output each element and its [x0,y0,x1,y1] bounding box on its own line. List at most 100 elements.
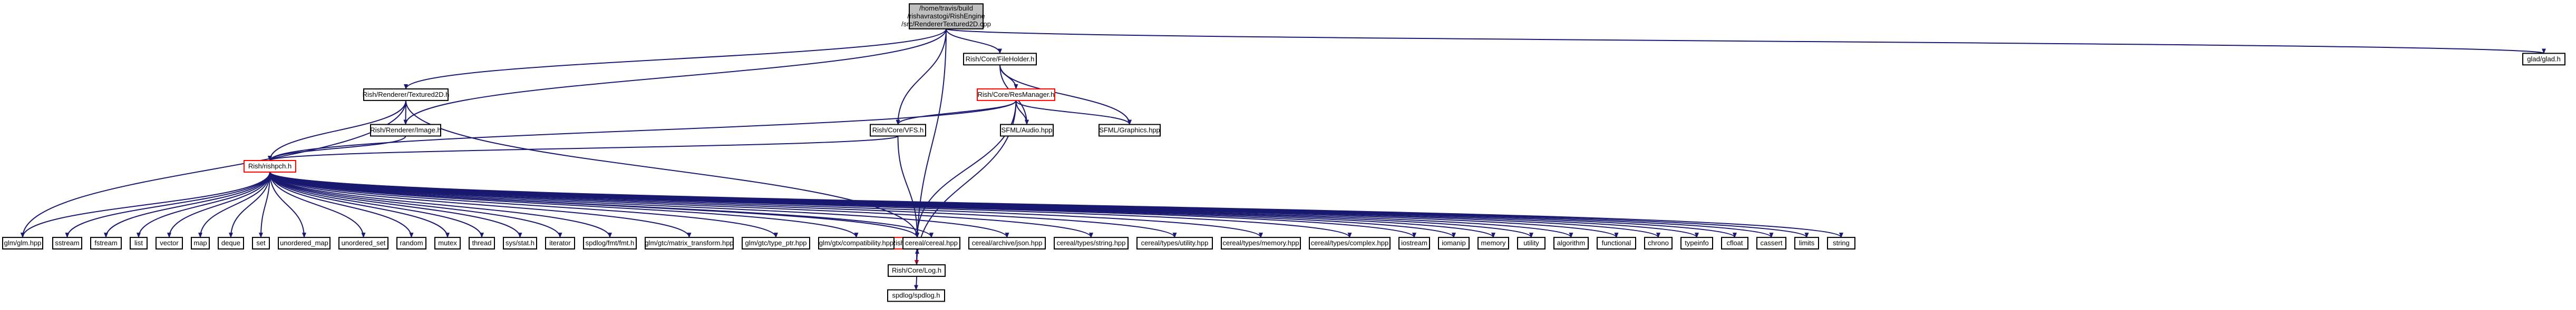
edge-rishpch-to-map [198,172,270,238]
node-box [1136,237,1213,250]
node-limits[interactable]: limits [1794,237,1819,250]
node-box [887,289,945,302]
node-label: spdlog/fmt/fmt.h [586,239,634,247]
node-box [1054,237,1129,250]
node-label: glad/glad.h [2527,55,2561,63]
node-sfaudio[interactable]: SFML/Audio.hpp [1000,124,1054,137]
node-iomanip[interactable]: iomanip [1438,237,1470,250]
node-mutex[interactable]: mutex [434,237,461,250]
node-resmgr[interactable]: Rish/Core/ResManager.h [977,88,1055,101]
node-memory[interactable]: memory [1477,237,1509,250]
node-root[interactable]: /home/travis/build/rishavrastogi/RishEng… [901,3,991,29]
node-unordered_map[interactable]: unordered_map [278,237,330,250]
node-json[interactable]: cereal/archive/json.hpp [968,237,1046,250]
node-fstream[interactable]: fstream [90,237,122,250]
node-box [1680,237,1713,250]
node-sstream[interactable]: sstream [52,237,82,250]
edge-vfs-to-core [897,136,919,238]
node-thread[interactable]: thread [469,237,495,250]
node-string[interactable]: string [1827,237,1855,250]
edge-root-to-vfs [896,28,947,125]
node-image[interactable]: Rish/Renderer/Image.h [370,124,441,137]
node-box [278,237,330,250]
node-map[interactable]: map [191,237,210,250]
node-label: vector [160,239,179,247]
node-log[interactable]: Rish/Core/Log.h [888,264,946,277]
node-label: Rish/Core/FileHolder.h [966,55,1035,63]
node-deque[interactable]: deque [218,237,244,250]
node-label: cereal/types/utility.hpp [1141,239,1209,247]
node-label: glm/glm.hpp [4,239,42,247]
node-label: Rish/Renderer/Image.h [370,126,441,134]
node-label: cereal/types/memory.hpp [1223,239,1299,247]
node-fmt[interactable]: spdlog/fmt/fmt.h [583,237,637,250]
node-list[interactable]: list [130,237,148,250]
node-box [252,237,270,250]
node-set[interactable]: set [252,237,270,250]
node-box [370,124,441,137]
node-box [963,53,1037,66]
node-label: utility [1523,239,1539,247]
node-ctmemory[interactable]: cereal/types/memory.hpp [1221,237,1301,250]
node-rishpch[interactable]: Rish/rishpch.h [244,160,296,173]
node-iterator[interactable]: iterator [545,237,575,250]
node-ctcomplex[interactable]: cereal/types/complex.hpp [1309,237,1391,250]
edge-rishpch-to-fmt [269,172,612,238]
node-functional[interactable]: functional [1597,237,1636,250]
edge-rishpch-to-type_ptr [269,172,778,238]
node-type_ptr[interactable]: glm/gtc/type_ptr.hpp [742,237,810,250]
node-box [503,237,537,250]
node-vector[interactable]: vector [155,237,183,250]
node-ctutility[interactable]: cereal/types/utility.hpp [1136,237,1213,250]
node-typeinfo[interactable]: typeinfo [1680,237,1713,250]
node-box [1099,124,1161,137]
edge-vfs-to-rishpch [268,135,899,162]
node-glad[interactable]: glad/glad.h [2522,53,2565,66]
node-sfgfx[interactable]: SFML/Graphics.hpp [1099,124,1161,137]
node-cereal[interactable]: cereal/cereal.hpp [902,237,960,250]
node-unordered_set[interactable]: unordered_set [338,237,388,250]
node-box [1644,237,1673,250]
node-r2d[interactable]: Rish/Renderer/Textured2D.h [363,88,450,101]
node-algorithm[interactable]: algorithm [1553,237,1589,250]
edge-root-to-r2d [404,28,947,89]
node-label: algorithm [1557,239,1585,247]
node-box [1438,237,1470,250]
node-compat[interactable]: glm/gtx/compatibility.hpp [818,237,895,250]
node-glm[interactable]: glm/glm.hpp [2,237,43,250]
node-sysstat[interactable]: sys/stat.h [503,237,537,250]
node-label: Rish/rishpch.h [248,162,291,170]
node-vfs[interactable]: Rish/Core/VFS.h [870,124,926,137]
node-label: SFML/Audio.hpp [1002,126,1053,134]
node-box [1756,237,1786,250]
edge-rishpch-to-thread [269,172,484,238]
edge-root-to-image [403,28,947,125]
node-ctstring[interactable]: cereal/types/string.hpp [1054,237,1129,250]
node-fileholder[interactable]: Rish/Core/FileHolder.h [963,53,1037,66]
node-label: iomanip [1442,239,1466,247]
node-label: cfloat [1726,239,1743,247]
node-spdlog[interactable]: spdlog/spdlog.h [887,289,945,302]
node-label: glm/gtc/matrix_transform.hpp [645,239,733,247]
node-box [130,237,148,250]
node-label: functional [1602,239,1631,247]
edge-rishpch-to-unordered_set [269,172,366,238]
node-random[interactable]: random [396,237,426,250]
node-utility[interactable]: utility [1517,237,1545,250]
edge-r2d-to-core [405,100,919,238]
node-matrix_transform[interactable]: glm/gtc/matrix_transform.hpp [645,237,734,250]
node-box [90,237,122,250]
node-chrono[interactable]: chrono [1644,237,1673,250]
edge-rishpch-to-ctcomplex [269,172,1352,238]
node-cfloat[interactable]: cfloat [1721,237,1748,250]
node-box [1721,237,1748,250]
node-label: cassert [1761,239,1783,247]
node-box [1221,237,1301,250]
edge-rishpch-to-core [269,172,919,238]
node-label: thread [472,239,492,247]
node-iostream[interactable]: iostream [1398,237,1430,250]
node-box [191,237,210,250]
node-cassert[interactable]: cassert [1756,237,1786,250]
node-box [1477,237,1509,250]
